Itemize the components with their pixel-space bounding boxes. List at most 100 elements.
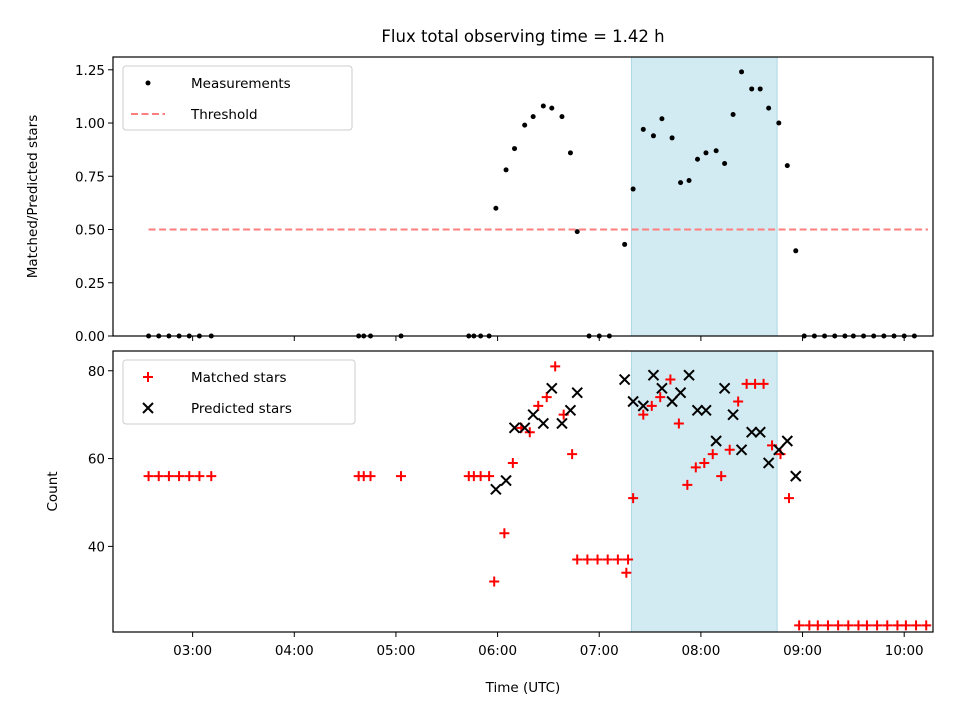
legend-x-swatch <box>142 402 154 414</box>
x-point <box>556 417 568 430</box>
x-point <box>618 373 631 386</box>
plus-point <box>623 554 634 565</box>
x-point <box>674 387 687 399</box>
plus-point <box>628 493 639 504</box>
plus-point <box>783 493 794 504</box>
legend-dot-swatch <box>145 80 151 86</box>
x-point <box>683 369 695 381</box>
plus-point <box>716 471 727 482</box>
plus-point <box>822 620 833 631</box>
plus-point <box>655 392 666 403</box>
plus-point <box>646 400 657 411</box>
y-tick-label: 0.50 <box>75 223 105 239</box>
plus-point <box>673 418 684 429</box>
dot-point <box>766 105 772 111</box>
dot-point <box>730 112 736 118</box>
dot-point <box>678 180 684 186</box>
plus-point <box>621 567 632 578</box>
y-tick-label: 0.00 <box>75 329 105 345</box>
x-point <box>627 395 639 408</box>
plot-frame <box>112 56 934 337</box>
dot-point <box>493 205 499 211</box>
dot-point <box>784 163 790 169</box>
x-point <box>773 444 785 456</box>
x-point <box>718 382 731 395</box>
x-tick-label: 04:00 <box>275 643 314 659</box>
series-predicted-stars <box>490 369 802 496</box>
plus-point <box>507 457 518 468</box>
plus-point <box>533 400 544 411</box>
plus-point <box>612 554 623 565</box>
plus-point <box>682 479 693 490</box>
y-tick-label: 80 <box>88 364 105 380</box>
plus-point <box>475 471 486 482</box>
x-point <box>700 404 712 416</box>
dot-point <box>559 114 565 120</box>
x-tick-label: 08:00 <box>681 643 720 659</box>
x-tick-label: 07:00 <box>580 643 619 659</box>
plus-point <box>365 471 376 482</box>
x-point <box>647 369 660 381</box>
plus-point <box>892 620 903 631</box>
plus-point <box>194 471 205 482</box>
dot-point <box>713 148 719 154</box>
plus-point <box>489 576 500 587</box>
plus-point <box>794 620 805 631</box>
dot-point <box>530 114 536 120</box>
x-tick-label: 06:00 <box>478 643 517 659</box>
legend-entry-label: Measurements <box>191 76 291 92</box>
plus-point <box>853 620 864 631</box>
plus-point <box>872 620 883 631</box>
y-axis-label: Count <box>45 471 61 511</box>
dot-point <box>776 120 782 126</box>
plus-point <box>724 444 735 455</box>
plus-point <box>921 620 932 631</box>
x-point <box>781 435 794 447</box>
dot-point <box>722 160 728 166</box>
dot-point <box>650 133 656 139</box>
dot-point <box>749 86 755 92</box>
plus-point <box>699 457 710 468</box>
dot-point <box>503 167 509 173</box>
plus-point <box>143 471 154 482</box>
plus-point <box>900 620 911 631</box>
plus-point <box>184 471 195 482</box>
y-axis-label: Matched/Predicted stars <box>25 115 41 278</box>
plus-point <box>707 449 718 460</box>
plus-point <box>484 471 495 482</box>
dot-point <box>793 248 799 254</box>
dot-point <box>695 156 701 162</box>
legend-entry-label: Threshold <box>190 107 258 123</box>
dot-point <box>630 186 636 192</box>
x-point <box>735 444 748 456</box>
series-matched-stars <box>143 361 932 631</box>
legend-box <box>122 65 353 131</box>
dot-point <box>540 103 546 109</box>
plus-point <box>499 528 510 539</box>
dot-point <box>512 146 518 152</box>
plus-point <box>758 378 769 389</box>
dot-point <box>574 229 580 235</box>
plus-point <box>541 392 552 403</box>
plus-point <box>833 620 844 631</box>
x-point <box>710 435 722 447</box>
x-point <box>537 417 550 430</box>
plus-point <box>911 620 922 631</box>
dot-point <box>640 126 646 132</box>
x-point <box>666 395 678 408</box>
legend-box <box>122 359 356 425</box>
plus-point <box>396 471 407 482</box>
plus-point <box>882 620 893 631</box>
plus-point <box>812 620 823 631</box>
x-point <box>754 426 766 438</box>
plus-point <box>206 471 217 482</box>
dot-point <box>659 116 665 122</box>
y-tick-label: 1.25 <box>75 63 105 79</box>
plus-point <box>582 554 593 565</box>
plus-point <box>550 361 561 372</box>
x-point <box>790 470 802 482</box>
legend-entry-label: Predicted stars <box>191 401 292 417</box>
dot-point <box>622 241 628 247</box>
